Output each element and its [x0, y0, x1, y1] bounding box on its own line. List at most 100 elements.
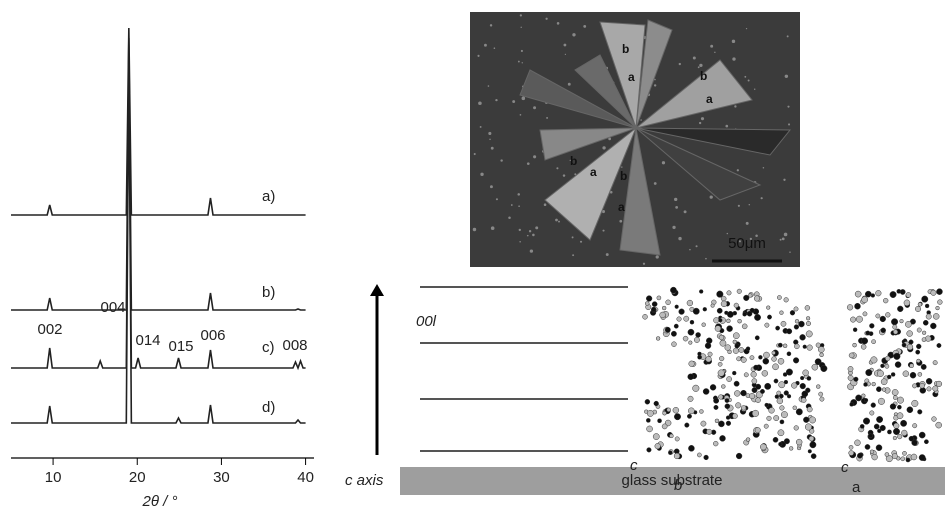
- atom: [861, 296, 869, 304]
- speckle: [517, 60, 520, 63]
- atom: [930, 322, 937, 330]
- atom: [916, 358, 921, 363]
- atom: [734, 343, 740, 349]
- axis-label: a: [590, 165, 597, 179]
- speckle: [762, 166, 765, 169]
- speckle: [619, 219, 623, 223]
- atom: [798, 320, 805, 328]
- speckle: [493, 47, 496, 49]
- atom: [897, 305, 904, 313]
- atom: [703, 454, 709, 461]
- atom: [713, 440, 719, 447]
- atom: [879, 315, 886, 323]
- speckle: [705, 257, 707, 260]
- atom: [751, 387, 758, 393]
- speckle: [787, 105, 790, 108]
- atom: [776, 397, 784, 405]
- atom: [808, 435, 815, 442]
- speckle: [484, 43, 487, 47]
- atom: [852, 342, 857, 348]
- atom: [733, 380, 740, 387]
- speckle: [674, 197, 678, 202]
- atom: [802, 369, 809, 377]
- atom: [875, 290, 882, 297]
- speckle: [472, 227, 477, 232]
- atom: [734, 390, 741, 397]
- speckle: [521, 96, 526, 101]
- atom: [652, 433, 660, 440]
- atom: [905, 292, 912, 298]
- atom: [771, 356, 777, 362]
- atom: [725, 415, 731, 420]
- atom: [924, 439, 929, 445]
- atom: [719, 339, 727, 347]
- atom: [817, 346, 825, 353]
- atom: [687, 395, 694, 402]
- speckle: [601, 209, 606, 214]
- axis-label: c: [630, 457, 638, 474]
- atom: [724, 403, 731, 409]
- atom: [697, 452, 702, 458]
- atom: [854, 302, 861, 310]
- atom: [736, 288, 742, 294]
- atom: [794, 343, 800, 350]
- atom: [807, 449, 812, 454]
- atom: [714, 418, 720, 424]
- atom: [745, 437, 751, 442]
- atom: [688, 445, 695, 452]
- atom: [699, 289, 704, 294]
- atom: [714, 325, 722, 332]
- atom: [716, 307, 723, 314]
- atom: [732, 370, 737, 376]
- speckle: [564, 53, 566, 56]
- atom: [779, 419, 785, 425]
- axis-label: c axis: [345, 472, 384, 489]
- speckle: [700, 117, 705, 121]
- speckle: [749, 237, 752, 241]
- atom: [766, 415, 772, 421]
- atom: [932, 313, 940, 320]
- atom: [749, 355, 755, 361]
- speckle: [545, 17, 548, 20]
- atom: [886, 374, 892, 380]
- atom: [855, 315, 863, 323]
- speckle: [532, 233, 535, 237]
- x-tick-label: 10: [45, 469, 62, 486]
- x-axis-label: 2θ / °: [142, 493, 178, 510]
- atom: [733, 302, 739, 308]
- atom: [864, 290, 872, 298]
- atom: [912, 383, 918, 389]
- speckle: [529, 249, 534, 253]
- atom: [720, 300, 728, 308]
- atom: [740, 389, 747, 397]
- atom: [809, 428, 815, 434]
- axis-label: a: [852, 479, 861, 496]
- speckle: [697, 66, 700, 69]
- speckle: [487, 85, 490, 87]
- xrd-chart: a) b) c) d) 002 004 014 015 006 008 2θ /…: [11, 27, 314, 510]
- atom: [695, 332, 701, 338]
- atom: [777, 429, 785, 437]
- atom: [897, 404, 902, 410]
- atom: [753, 295, 761, 302]
- speckle: [653, 84, 657, 87]
- speckle: [736, 169, 739, 172]
- atom: [891, 453, 898, 460]
- speckle: [489, 24, 493, 27]
- atom: [709, 384, 717, 391]
- atom: [788, 446, 794, 451]
- atom: [915, 305, 922, 312]
- atom: [657, 418, 662, 424]
- atom: [799, 383, 806, 390]
- axis-label: b: [700, 69, 707, 83]
- atom: [918, 454, 926, 461]
- atom: [869, 323, 875, 329]
- atom: [899, 319, 904, 324]
- atom: [700, 420, 707, 427]
- atom: [702, 307, 707, 312]
- speckle: [748, 203, 751, 206]
- atom: [659, 311, 666, 319]
- atom: [893, 329, 899, 335]
- atom: [662, 410, 667, 416]
- atom: [859, 424, 865, 429]
